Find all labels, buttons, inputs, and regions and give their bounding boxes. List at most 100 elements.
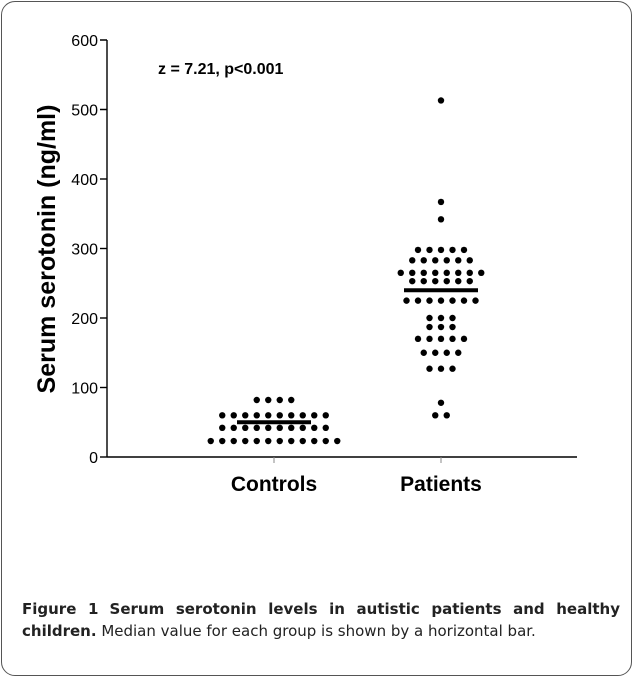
data-point	[242, 437, 249, 445]
data-point	[288, 396, 295, 404]
data-point	[299, 424, 306, 432]
data-point	[207, 437, 214, 445]
data-point	[466, 269, 473, 277]
data-point	[414, 297, 422, 304]
data-point	[420, 257, 427, 264]
data-point	[443, 257, 450, 264]
data-point	[432, 269, 439, 277]
data-point	[432, 349, 439, 356]
data-point	[443, 349, 450, 356]
y-axis-title: Serum serotonin (ng/ml)	[33, 105, 61, 394]
x-tick-label: Controls	[231, 473, 317, 496]
data-point	[437, 198, 445, 206]
data-point	[426, 365, 433, 372]
data-point	[437, 335, 445, 343]
data-point	[288, 424, 295, 432]
data-point	[311, 437, 318, 445]
data-point	[432, 412, 439, 419]
caption-title: Serum serotonin levels in autistic patie…	[22, 600, 620, 640]
data-point	[230, 424, 237, 432]
data-point	[409, 277, 416, 285]
data-point	[437, 246, 445, 254]
data-point	[460, 335, 468, 343]
data-point	[403, 297, 410, 304]
data-point	[426, 323, 433, 331]
scatter-chart: 0 100 200 300 400 500 600 Controls Patients z = …	[33, 33, 577, 496]
figure-caption: Figure 1 Serum serotonin levels in autis…	[22, 598, 620, 642]
data-point	[420, 277, 427, 285]
data-point	[455, 269, 462, 277]
data-point	[437, 97, 445, 104]
data-point	[276, 424, 283, 432]
data-point	[449, 314, 456, 322]
data-point	[288, 412, 295, 419]
y-tick-label: 0	[89, 450, 98, 467]
data-point	[478, 269, 485, 277]
data-point	[449, 365, 456, 372]
data-point	[242, 412, 249, 419]
data-point	[322, 424, 329, 432]
data-point	[437, 365, 445, 372]
data-point	[420, 269, 427, 277]
caption-text: Median value for each group is shown by …	[96, 622, 536, 640]
data-point	[449, 297, 456, 304]
data-point	[443, 269, 450, 277]
data-point	[455, 349, 462, 356]
data-point	[437, 216, 445, 223]
data-point	[414, 246, 422, 254]
data-point	[472, 297, 479, 304]
data-point	[299, 437, 306, 445]
data-point	[432, 257, 439, 264]
chart-annotation: z = 7.21, p<0.001	[158, 61, 284, 78]
data-point	[437, 323, 445, 331]
data-point	[219, 424, 226, 432]
data-point	[426, 314, 433, 322]
data-point	[449, 323, 456, 331]
data-point	[420, 349, 427, 356]
data-point	[276, 412, 283, 419]
data-point	[322, 437, 329, 445]
y-tick-label: 600	[71, 33, 98, 50]
data-point	[253, 412, 260, 419]
data-point	[455, 277, 462, 285]
data-point	[409, 257, 416, 264]
data-point	[276, 396, 283, 404]
data-point	[443, 277, 450, 285]
data-point	[443, 412, 450, 419]
data-point	[230, 437, 237, 445]
data-point	[437, 314, 445, 322]
data-point	[265, 424, 272, 432]
data-point	[409, 269, 416, 277]
y-tick-label: 200	[71, 311, 98, 328]
data-point	[288, 437, 295, 445]
data-point	[253, 424, 260, 432]
data-point	[242, 424, 249, 432]
y-tick-label: 400	[71, 172, 98, 189]
data-point	[334, 437, 341, 445]
caption-label: Figure 1	[22, 600, 99, 618]
data-point	[265, 396, 272, 404]
x-tick-label: Patients	[400, 473, 482, 496]
data-point	[219, 412, 226, 419]
data-point	[460, 297, 468, 304]
data-point	[311, 424, 318, 432]
data-point	[219, 437, 226, 445]
data-point	[426, 297, 433, 304]
data-point	[397, 269, 404, 277]
data-point	[466, 277, 473, 285]
data-point	[426, 246, 433, 254]
data-point	[460, 246, 468, 254]
data-point	[426, 335, 433, 343]
y-tick-label: 100	[71, 381, 98, 398]
data-point	[311, 412, 318, 419]
data-point	[437, 297, 445, 304]
data-point	[253, 437, 260, 445]
data-point	[276, 437, 283, 445]
chart-medians	[237, 288, 478, 425]
data-point	[322, 412, 329, 419]
data-point	[466, 257, 473, 264]
data-point	[455, 257, 462, 264]
data-point	[449, 246, 456, 254]
data-point	[299, 412, 306, 419]
